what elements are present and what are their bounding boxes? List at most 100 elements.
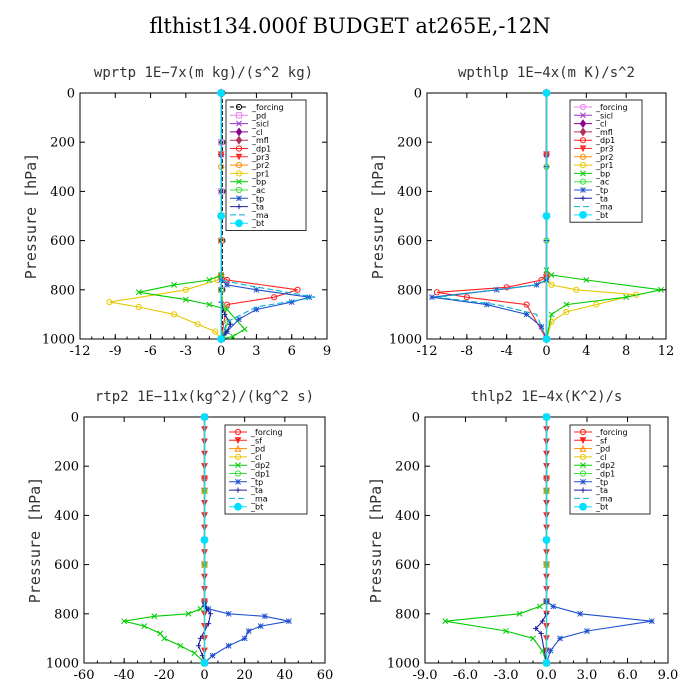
data-point: [227, 321, 234, 327]
data-point: [548, 318, 555, 325]
x-tick-label: 9.0: [658, 668, 679, 683]
legend-label: _ma: [595, 494, 613, 503]
data-point: [542, 413, 551, 421]
y-tick-label: 200: [395, 460, 420, 475]
data-point: [429, 294, 435, 301]
legend-label: _forcing: [595, 103, 628, 112]
legend-marker: [579, 502, 587, 511]
panel-title: wprtp 1E−7x(m kg)/(s^2 kg): [94, 65, 313, 81]
x-tick-label: 3: [252, 344, 260, 359]
chart-panel-3: rtp2 1E−11x(kg^2)/(kg^2 s) Pressure [hPa]…: [26, 389, 333, 683]
x-tick-label: -9.0: [412, 668, 437, 683]
data-point: [542, 89, 551, 97]
x-tick-label: 0: [217, 344, 225, 359]
data-point: [573, 286, 580, 293]
data-point: [182, 286, 189, 293]
x-tick-label: 9: [323, 344, 331, 359]
y-tick-label: 1000: [46, 657, 79, 672]
data-point: [542, 335, 551, 343]
x-tick-label: -9: [109, 344, 122, 359]
y-tick-label: 1000: [387, 657, 420, 672]
legend-label: _mfl: [595, 128, 613, 137]
data-point: [206, 301, 213, 308]
series-dp2: [442, 414, 550, 666]
y-tick-label: 600: [395, 558, 420, 573]
y-axis-label: Pressure [hPa]: [22, 153, 40, 279]
legend-label: _dp2: [595, 461, 615, 470]
legend-marker: [235, 127, 243, 137]
y-tick-label: 600: [397, 234, 422, 249]
legend-label: _tp: [595, 186, 608, 195]
legend-label: _cl: [251, 128, 263, 137]
data-point: [503, 628, 509, 634]
data-point: [584, 628, 590, 634]
data-point: [223, 330, 229, 336]
legend-marker: [236, 204, 242, 210]
plot-frame: [79, 92, 328, 340]
data-point: [200, 536, 209, 544]
data-point: [207, 611, 214, 617]
legend-label: _tp: [595, 478, 608, 487]
legend-label: _ta: [595, 486, 608, 495]
y-axis-label: Pressure [hPa]: [26, 477, 44, 603]
x-tick-label: 4: [582, 344, 590, 359]
legend-label: _bt: [251, 219, 264, 228]
legend-marker: [236, 120, 242, 127]
legend-label: _mfl: [251, 136, 269, 145]
y-tick-label: 200: [54, 460, 79, 475]
series-line: [109, 93, 222, 340]
data-point: [557, 635, 563, 642]
x-tick-label: 20: [236, 668, 253, 683]
legend-marker: [236, 178, 242, 185]
legend-label: _bt: [595, 503, 608, 512]
data-point: [550, 603, 557, 610]
legend-label: _cl: [595, 120, 607, 129]
data-point: [106, 299, 113, 306]
legend-label: _bp: [595, 169, 610, 178]
legend-marker: [579, 153, 587, 160]
data-point: [463, 294, 470, 301]
legend-marker: [235, 186, 243, 194]
x-tick-label: 6: [288, 344, 296, 359]
legend-label: _dp1: [250, 470, 270, 479]
data-point: [548, 281, 555, 288]
data-point: [212, 328, 219, 335]
data-point: [195, 643, 202, 649]
y-tick-label: 400: [50, 185, 75, 200]
legend-marker: [234, 502, 242, 511]
y-tick-label: 800: [395, 607, 420, 622]
legend-label: _ma: [250, 494, 268, 503]
x-tick-label: -3.0: [493, 668, 518, 683]
legend-label: _dp1: [595, 136, 615, 145]
legend-marker: [235, 153, 243, 161]
legend-box: [569, 99, 643, 223]
legend-label: _pr3: [251, 153, 269, 162]
data-point: [593, 301, 600, 308]
legend-marker: [579, 437, 587, 445]
data-point: [245, 628, 252, 634]
data-point: [225, 610, 232, 617]
data-point: [503, 284, 510, 291]
legend-label: _dp1: [595, 470, 615, 479]
data-point: [658, 286, 664, 293]
y-tick-label: 400: [397, 185, 422, 200]
series-bt: [200, 413, 209, 667]
data-point: [217, 335, 226, 343]
legend-marker: [235, 462, 241, 469]
data-point: [563, 308, 570, 316]
data-point: [442, 618, 449, 625]
legend-marker: [235, 103, 243, 111]
legend-label: _ta: [250, 486, 263, 495]
y-axis-label: Pressure [hPa]: [369, 153, 387, 279]
legend-marker: [579, 162, 587, 169]
chart-panel-2: wpthlp 1E−4x(m K)/s^2 Pressure [hPa] 0 200 4…: [369, 65, 674, 359]
legend-label: _dp1: [251, 145, 271, 154]
data-point: [235, 316, 242, 323]
data-point: [200, 659, 209, 667]
legend-label: _forcing: [595, 428, 628, 437]
data-point: [538, 323, 545, 330]
x-tick-label: 3.0: [577, 668, 598, 683]
legend-label: _sf: [250, 436, 262, 445]
legend-label: _tp: [251, 194, 264, 203]
series-line: [436, 93, 548, 340]
